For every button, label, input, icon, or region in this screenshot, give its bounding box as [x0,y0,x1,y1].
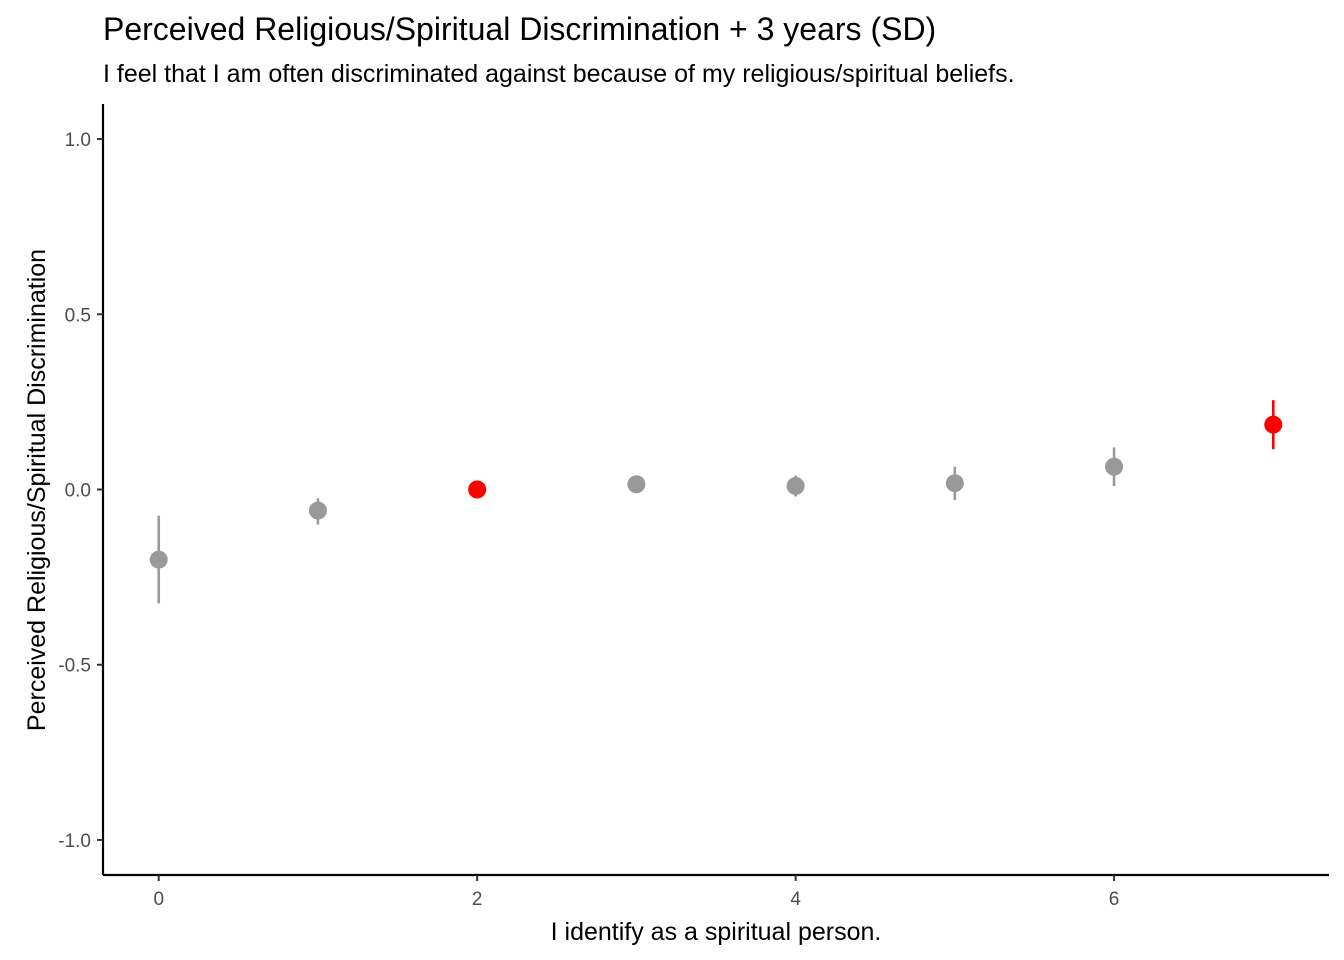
data-point [945,474,964,493]
data-point [786,476,805,495]
data-point [149,550,168,569]
data-point [468,480,487,499]
y-axis-title: Perceived Religious/Spiritual Discrimina… [23,249,51,731]
data-point [1264,415,1283,434]
y-tick-label: -1.0 [58,831,91,852]
y-tick-label: 0.0 [65,481,91,502]
y-tick-label: 1.0 [65,130,91,151]
x-tick-label: 0 [153,889,164,910]
x-axis-title: I identify as a spiritual person. [551,918,882,946]
data-point [627,475,646,494]
data-marks [149,400,1283,604]
y-tick-label: 0.5 [65,305,91,326]
y-tick-label: -0.5 [58,656,91,677]
chart-subtitle: I feel that I am often discriminated aga… [103,60,1015,88]
chart-title: Perceived Religious/Spiritual Discrimina… [103,11,937,47]
x-tick-label: 4 [790,889,801,910]
axes: -1.0 -0.5 0.0 0.5 1.0 0 2 4 6 [58,104,1329,910]
x-tick-label: 2 [472,889,483,910]
x-tick-label: 6 [1109,889,1120,910]
data-point [1105,457,1124,476]
data-point [308,501,327,520]
